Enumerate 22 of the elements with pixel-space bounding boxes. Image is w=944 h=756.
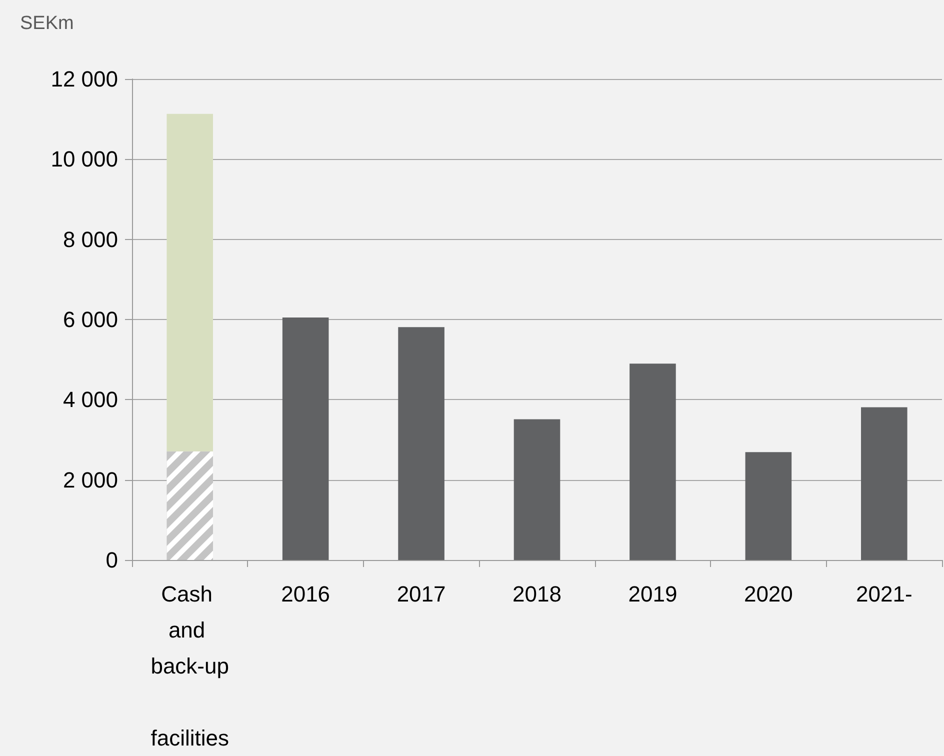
x-tick-label: 2020 (744, 582, 793, 606)
x-tick-label: 2021- (856, 582, 912, 606)
x-tick-label: 2018 (512, 582, 562, 606)
y-tick-label: 10 000 (50, 146, 118, 172)
bar (166, 114, 213, 452)
y-tick-label: 8 000 (62, 226, 118, 252)
bar (282, 317, 329, 560)
y-tick-label: 12 000 (50, 66, 118, 92)
bar (745, 452, 792, 560)
bar (398, 327, 444, 560)
bar (514, 419, 560, 560)
x-tick-label: 2016 (281, 582, 330, 606)
x-tick-label: 2019 (628, 582, 678, 606)
x-tick-label: 2017 (396, 582, 446, 606)
y-tick-label: 0 (106, 548, 118, 572)
y-axis-title: SEKm (20, 13, 74, 34)
y-tick-label: 4 000 (62, 387, 118, 412)
bar (861, 407, 908, 560)
y-tick-label: 2 000 (62, 467, 118, 492)
y-tick-label: 6 000 (62, 307, 118, 332)
bar (630, 364, 676, 560)
category-label: Cash and back-up facilities (150, 582, 229, 750)
